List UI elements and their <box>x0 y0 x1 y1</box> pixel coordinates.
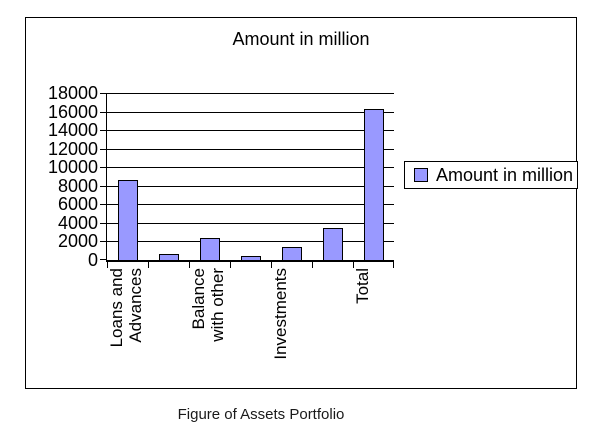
bar <box>200 238 220 260</box>
y-axis-tick <box>100 167 107 169</box>
x-axis-label: Balance with other <box>189 268 227 342</box>
legend-swatch-icon <box>414 168 428 182</box>
gridline <box>107 167 394 169</box>
y-axis-label: 10000 <box>47 157 98 178</box>
bar <box>282 247 302 260</box>
y-axis-tick <box>100 259 107 260</box>
y-axis-tick <box>100 93 107 94</box>
y-axis-label: 8000 <box>57 175 98 196</box>
x-axis-tick <box>230 262 231 268</box>
gridline <box>107 241 394 243</box>
x-axis-label: Loans and Advances <box>107 268 145 348</box>
x-axis-tick <box>148 262 149 268</box>
gridline <box>107 93 394 94</box>
x-axis-label: Investments <box>271 268 290 360</box>
x-axis-label: Total <box>353 268 372 304</box>
x-axis-tick <box>353 262 354 268</box>
y-axis-label: 14000 <box>47 120 98 141</box>
y-axis-label: 16000 <box>47 101 98 122</box>
legend: Amount in million <box>404 161 578 189</box>
y-axis-tick <box>100 204 107 206</box>
y-axis-tick <box>100 111 107 113</box>
y-axis-label: 4000 <box>57 212 98 233</box>
y-axis-tick <box>100 222 107 224</box>
chart-area: Amount in million 0 2000 4000 6000 8000 10000… <box>25 17 578 389</box>
x-axis-tick <box>271 262 272 268</box>
gridline <box>107 111 394 113</box>
x-axis-tick <box>312 262 313 268</box>
bar <box>118 180 138 260</box>
bar <box>323 228 343 260</box>
y-axis-tick <box>100 241 107 243</box>
x-axis-tick <box>107 262 108 268</box>
y-axis-label: 6000 <box>57 194 98 215</box>
y-axis-label: 0 <box>87 250 98 270</box>
y-axis-label: 2000 <box>57 231 98 252</box>
gridline <box>107 204 394 206</box>
legend-label: Amount in million <box>436 164 574 185</box>
x-axis-tick <box>393 262 394 268</box>
y-axis-label: 18000 <box>47 83 98 103</box>
bar <box>241 256 261 260</box>
figure-caption: Figure of Assets Portfolio <box>177 406 345 423</box>
gridline <box>107 130 394 132</box>
chart-title: Amount in million <box>232 29 370 49</box>
y-axis-label: 12000 <box>47 138 98 159</box>
plot-area <box>100 93 394 268</box>
bar <box>159 254 179 260</box>
x-axis-tick <box>189 262 190 268</box>
y-axis-tick <box>100 130 107 132</box>
gridline <box>107 148 394 150</box>
bar <box>364 109 384 260</box>
gridline <box>107 185 394 187</box>
y-axis-tick <box>100 185 107 187</box>
gridline <box>107 222 394 224</box>
y-axis-tick <box>100 148 107 150</box>
